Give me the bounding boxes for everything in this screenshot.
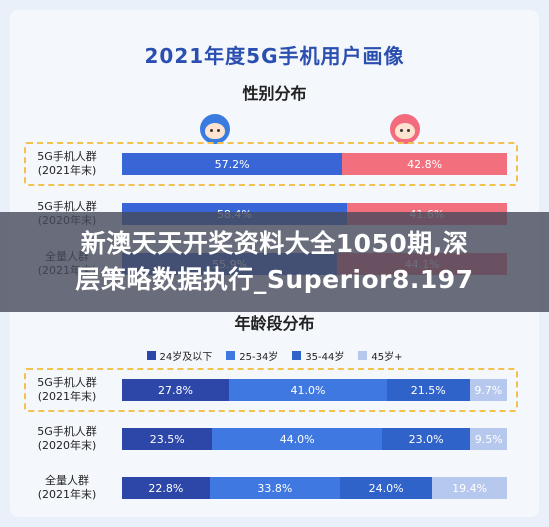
bar-segment: 57.2% [122, 153, 343, 175]
banner-line-1: 新澳天天开奖资料大全1050期,深 [80, 229, 469, 258]
legend-label: 25-34岁 [239, 352, 279, 363]
stacked-bar: 23.5% 44.0% 23.0% 9.5% [122, 428, 507, 450]
row-label: 5G手机人群 (2021年末) [18, 376, 116, 404]
gender-highlight-box [24, 142, 518, 186]
bar-segment: 9.7% [469, 379, 507, 401]
bar-segment: 41.0% [229, 379, 387, 401]
legend-item: 35-44岁 [292, 348, 344, 363]
overlay-banner: 新澳天天开奖资料大全1050期,深 层策略数据执行_Superior8.197 [0, 212, 549, 312]
legend-item: 24岁及以下 [146, 348, 213, 363]
row-label-line1: 5G手机人群 [37, 425, 97, 438]
gender-section-title: 性别分布 [242, 84, 307, 103]
stacked-bar: 22.8% 33.8% 24.0% 19.4% [122, 477, 507, 499]
bar-segment: 24.0% [339, 477, 433, 499]
row-label-line1: 5G手机人群 [37, 200, 97, 213]
bar-segment: 27.8% [122, 379, 230, 401]
age-highlight-box [24, 368, 518, 412]
legend-item: 25-34岁 [226, 348, 278, 363]
stacked-bar: 57.2% 42.8% [122, 153, 507, 175]
legend-swatch [358, 351, 368, 360]
legend-item: 45岁+ [358, 348, 402, 363]
row-label-line1: 5G手机人群 [37, 150, 97, 163]
row-label-line2: (2021年末) [37, 164, 97, 177]
banner-line-2: 层策略数据执行_Superior8.197 [75, 265, 474, 294]
row-label-line2: (2020年末) [37, 439, 97, 452]
main-title: 2021年度5G手机用户画像 [144, 44, 405, 68]
male-avatar-icon [200, 114, 230, 144]
bar-segment: 22.8% [122, 477, 210, 499]
bar-segment: 23.5% [122, 428, 213, 450]
row-label: 5G手机人群(2020年末) [18, 425, 116, 453]
age-legend: 24岁及以下 25-34岁 35-44岁 45岁+ [10, 348, 539, 363]
legend-label: 24岁及以下 [159, 352, 213, 363]
bar-segment: 9.5% [470, 428, 507, 450]
bar-segment: 23.0% [381, 428, 471, 450]
legend-label: 45岁+ [371, 352, 403, 363]
row-label-line1: 5G手机人群 [37, 376, 97, 389]
row-label: 全量人群(2021年末) [18, 474, 116, 502]
row-label-line1: 全量人群 [45, 474, 89, 487]
bar-segment: 21.5% [386, 379, 470, 401]
row-label-line2: (2021年末) [37, 390, 97, 403]
bar-segment: 19.4% [432, 477, 507, 499]
bar-segment: 42.8% [342, 153, 507, 175]
row-label-line2: (2021年末) [37, 488, 97, 501]
legend-swatch [226, 351, 236, 360]
female-avatar-icon [390, 114, 420, 144]
age-section-title: 年龄段分布 [234, 314, 315, 333]
bar-segment: 44.0% [212, 428, 382, 450]
stacked-bar: 27.8% 41.0% 21.5% 9.7% [122, 379, 507, 401]
legend-swatch [146, 351, 156, 360]
row-label: 5G手机人群 (2021年末) [18, 150, 116, 178]
bar-segment: 33.8% [209, 477, 340, 499]
legend-label: 35-44岁 [305, 352, 345, 363]
legend-swatch [292, 351, 302, 360]
